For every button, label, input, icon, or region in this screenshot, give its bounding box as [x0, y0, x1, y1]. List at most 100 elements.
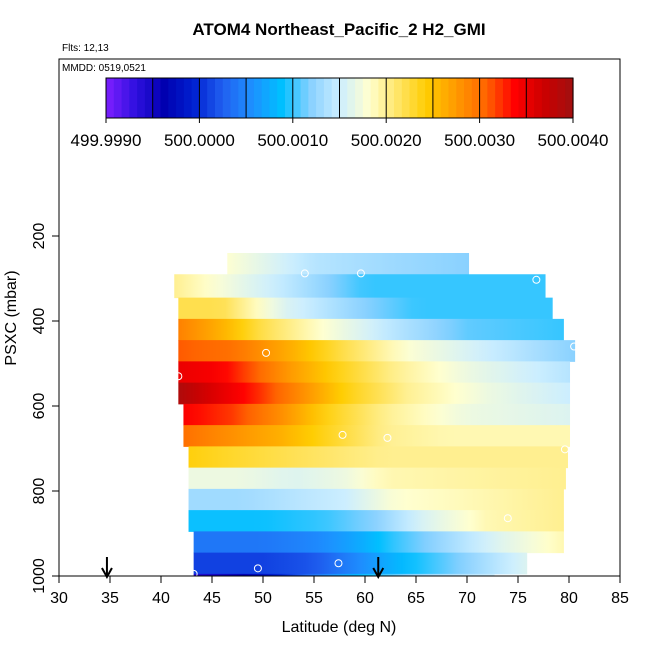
colorbar-segment	[393, 78, 403, 118]
heatmap-row	[183, 403, 571, 426]
sample-point	[503, 514, 512, 523]
chart-title: ATOM4 Northeast_Pacific_2 H2_GMI	[192, 20, 485, 39]
colorbar-segment	[355, 78, 364, 118]
colorbar-segment	[386, 78, 395, 118]
x-tick-label: 40	[152, 590, 170, 607]
plot-frame	[58, 58, 621, 577]
colorbar-segment	[222, 78, 232, 118]
colorbar-segment	[308, 78, 317, 118]
sample-point	[262, 348, 271, 357]
flights-label: Flts: 12,13	[62, 43, 109, 54]
colorbar-segment	[183, 78, 193, 118]
date-label: MMDD: 0519,0521	[62, 63, 146, 74]
sample-point	[338, 430, 347, 439]
colorbar	[105, 77, 574, 119]
heatmap-row	[178, 382, 571, 405]
x-axis-ticks: 30 35 40 45 50 55 60 65 70 75 80 85	[50, 576, 629, 607]
colorbar-segment	[214, 78, 224, 118]
heatmap-row	[193, 552, 528, 575]
heatmap-row	[188, 488, 564, 511]
colorbar-segment	[121, 78, 130, 118]
colorbar-segment	[160, 78, 169, 118]
heatmap-row	[188, 446, 568, 469]
colorbar-segment	[323, 78, 333, 118]
sample-point	[356, 269, 365, 278]
sample-point	[560, 445, 569, 454]
heatmap-row	[174, 274, 546, 299]
colorbar-segment	[339, 78, 348, 118]
sample-points	[174, 243, 579, 578]
colorbar-frame	[105, 77, 574, 119]
x-tick-label: 65	[407, 590, 425, 607]
colorbar-segment	[510, 78, 520, 118]
x-tick-label: 85	[611, 590, 629, 607]
heatmap-row	[193, 573, 495, 577]
colorbar-segment	[269, 78, 278, 118]
x-tick-label: 60	[356, 590, 374, 607]
colorbar-segment	[518, 78, 527, 118]
sample-point	[189, 569, 198, 578]
colorbar-segment	[362, 78, 372, 118]
x-tick-label: 75	[509, 590, 527, 607]
colorbar-segment	[137, 78, 146, 118]
colorbar-segment	[152, 78, 162, 118]
colorbar-segment	[199, 78, 208, 118]
sample-point	[253, 564, 262, 573]
x-axis-label: Latitude (deg N)	[282, 619, 397, 636]
heatmap-row	[178, 340, 576, 362]
colorbar-tick-label: 499.9990	[71, 131, 142, 150]
colorbar-segment	[261, 78, 271, 118]
heatmap-row	[178, 297, 553, 320]
colorbar-segment	[129, 78, 138, 118]
y-tick-label: 200	[31, 223, 48, 250]
heatmap-row	[188, 510, 564, 532]
colorbar-segment	[417, 78, 426, 118]
heatmap-row	[178, 361, 571, 384]
colorbar-segment	[565, 78, 574, 118]
down-arrow-icon	[372, 557, 385, 580]
colorbar-segment	[230, 78, 239, 118]
colorbar-segment	[238, 78, 247, 118]
y-tick-label: 800	[31, 478, 48, 505]
colorbar-segment	[347, 78, 356, 118]
sample-point	[174, 372, 183, 381]
colorbar-segment	[331, 78, 341, 118]
colorbar-segment	[549, 78, 559, 118]
sample-point	[458, 243, 467, 252]
colorbar-segment	[113, 78, 123, 118]
x-tick-label: 80	[560, 590, 578, 607]
colorbar-segment	[144, 78, 154, 118]
heatmap-row	[183, 425, 571, 447]
colorbar-segment	[246, 78, 255, 118]
heatmap-row	[193, 531, 564, 554]
sample-point	[383, 433, 392, 442]
colorbar-segment	[191, 78, 200, 118]
colorbar-segment	[479, 78, 488, 118]
x-tick-label: 30	[50, 590, 68, 607]
colorbar-segment	[292, 78, 302, 118]
flight-arrows	[101, 557, 385, 580]
colorbar-segment	[425, 78, 434, 118]
colorbar-segment	[176, 78, 185, 118]
colorbar-segment	[464, 78, 473, 118]
x-tick-label: 50	[254, 590, 272, 607]
heatmap-row	[178, 318, 564, 341]
colorbar-segment	[316, 78, 325, 118]
colorbar-segment	[495, 78, 504, 118]
colorbar-segment	[487, 78, 496, 118]
colorbar-segment	[534, 78, 543, 118]
colorbar-segment	[300, 78, 309, 118]
colorbar-tick-label: 500.0040	[538, 131, 609, 150]
colorbar-segment	[168, 78, 177, 118]
x-tick-label: 70	[458, 590, 476, 607]
y-tick-label: 1000	[31, 558, 48, 594]
down-arrow-icon	[101, 557, 113, 580]
colorbar-segment	[277, 78, 286, 118]
colorbar-segment	[448, 78, 457, 118]
colorbar-segment	[471, 78, 481, 118]
heatmap-rows	[174, 253, 576, 577]
y-axis-label: PSXC (mbar)	[3, 270, 20, 365]
colorbar-segment	[409, 78, 418, 118]
y-axis-ticks: 200 400 600 800 1000	[31, 223, 59, 594]
